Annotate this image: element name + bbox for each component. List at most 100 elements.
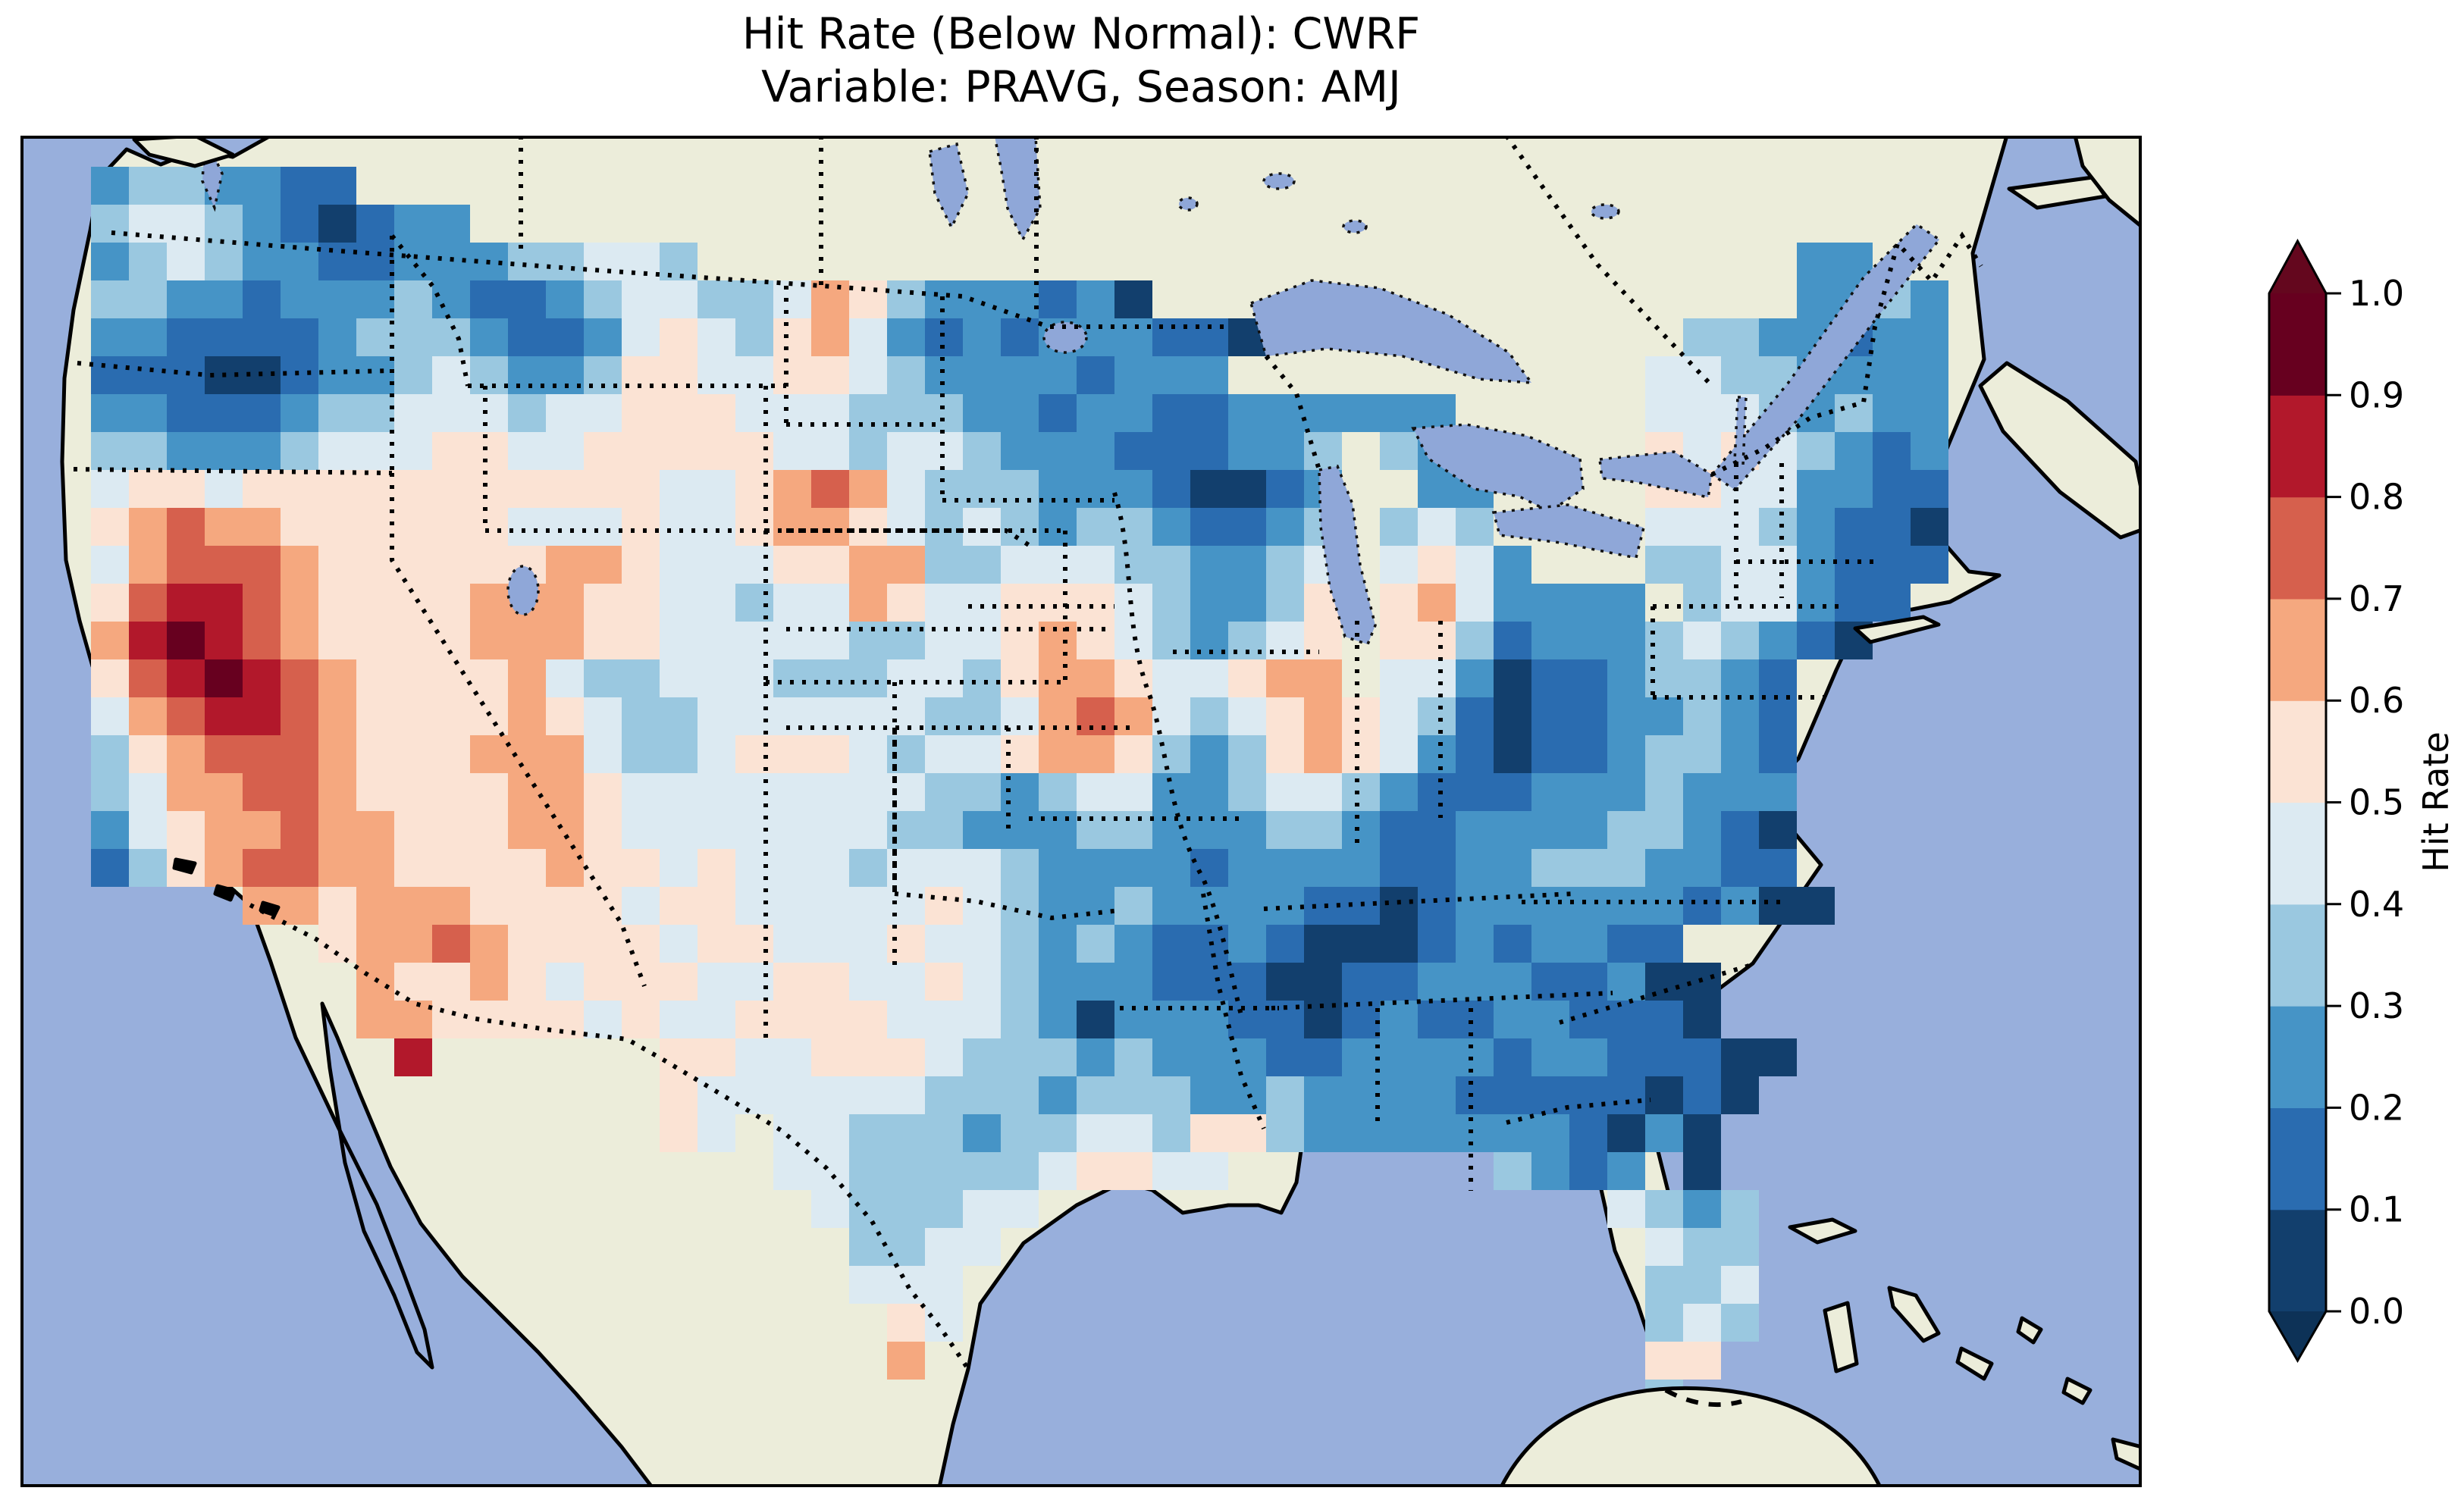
heatmap-cell	[356, 811, 394, 849]
heatmap-cell	[243, 773, 281, 811]
heatmap-cell	[1039, 1114, 1077, 1152]
heatmap-cell	[129, 659, 167, 697]
colorbar-segment	[2269, 395, 2326, 497]
heatmap-cell	[887, 394, 925, 432]
heatmap-cell	[1759, 697, 1797, 735]
heatmap-cell	[432, 811, 470, 849]
heatmap-cell	[318, 659, 356, 697]
heatmap-cell	[470, 622, 508, 659]
heatmap-cell	[963, 318, 1001, 356]
heatmap-cell	[735, 318, 773, 356]
heatmap-cell	[1569, 1152, 1607, 1190]
heatmap-cell	[318, 470, 356, 508]
heatmap-cell	[963, 394, 1001, 432]
heatmap-cell	[1759, 849, 1797, 887]
heatmap-cell	[773, 1114, 811, 1152]
heatmap-cell	[91, 356, 129, 394]
heatmap-cell	[1759, 318, 1797, 356]
heatmap-cell	[963, 356, 1001, 394]
heatmap-cell	[698, 697, 735, 735]
heatmap-cell	[167, 318, 205, 356]
heatmap-cell	[773, 697, 811, 735]
heatmap-cell	[849, 773, 887, 811]
heatmap-cell	[394, 697, 432, 735]
heatmap-cell	[1645, 508, 1683, 546]
heatmap-cell	[1569, 849, 1607, 887]
heatmap-cell	[1645, 811, 1683, 849]
heatmap-cell	[849, 659, 887, 697]
heatmap-cell	[318, 546, 356, 584]
heatmap-cell	[432, 622, 470, 659]
heatmap-cell	[91, 697, 129, 735]
heatmap-cell	[1721, 697, 1759, 735]
heatmap-cell	[432, 659, 470, 697]
heatmap-cell	[811, 432, 849, 470]
heatmap-cell	[167, 470, 205, 508]
heatmap-cell	[622, 394, 660, 432]
heatmap-cell	[91, 508, 129, 546]
heatmap-cell	[394, 546, 432, 584]
heatmap-cell	[243, 622, 281, 659]
heatmap-cell	[432, 205, 470, 243]
heatmap-cell	[1001, 318, 1039, 356]
heatmap-cell	[470, 508, 508, 546]
heatmap-cell	[849, 697, 887, 735]
heatmap-cell	[925, 508, 963, 546]
heatmap-cell	[1077, 887, 1114, 925]
heatmap-cell	[1342, 735, 1380, 773]
heatmap-cell	[698, 470, 735, 508]
heatmap-cell	[1114, 735, 1152, 773]
heatmap-cell	[925, 849, 963, 887]
heatmap-cell	[1418, 584, 1456, 622]
heatmap-cell	[887, 963, 925, 1001]
heatmap-cell	[91, 622, 129, 659]
heatmap-cell	[508, 356, 546, 394]
heatmap-cell	[735, 546, 773, 584]
heatmap-cell	[167, 735, 205, 773]
heatmap-cell	[1190, 1114, 1228, 1152]
heatmap-cell	[773, 1152, 811, 1190]
heatmap-cell	[1494, 546, 1531, 584]
heatmap-cell	[963, 1152, 1001, 1190]
heatmap-cell	[1911, 546, 1948, 584]
heatmap-cell	[1645, 546, 1683, 584]
heatmap-cell	[318, 167, 356, 205]
heatmap-cell	[432, 470, 470, 508]
heatmap-cell	[1039, 735, 1077, 773]
heatmap-cell	[546, 659, 584, 697]
heatmap-cell	[470, 849, 508, 887]
heatmap-cell	[470, 925, 508, 963]
heatmap-cell	[622, 508, 660, 546]
heatmap-cell	[584, 963, 622, 1001]
heatmap-cell	[925, 546, 963, 584]
heatmap-cell	[849, 735, 887, 773]
colorbar-segments	[2269, 241, 2326, 1361]
heatmap-cell	[1077, 432, 1114, 470]
heatmap-cell	[546, 773, 584, 811]
heatmap-cell	[1797, 470, 1835, 508]
heatmap-cell	[963, 1228, 1001, 1266]
heatmap-cell	[1077, 697, 1114, 735]
heatmap-cell	[470, 584, 508, 622]
heatmap-cell	[1152, 697, 1190, 735]
heatmap-cell	[735, 963, 773, 1001]
heatmap-cell	[1456, 1114, 1494, 1152]
heatmap-cell	[508, 925, 546, 963]
heatmap-cell	[1190, 963, 1228, 1001]
heatmap-cell	[129, 243, 167, 280]
heatmap-cell	[1911, 470, 1948, 508]
heatmap-cell	[470, 318, 508, 356]
heatmap-cell	[281, 659, 318, 697]
heatmap-cell	[167, 584, 205, 622]
heatmap-cell	[546, 925, 584, 963]
heatmap-cell	[205, 773, 243, 811]
colorbar-segment	[2269, 803, 2326, 905]
heatmap-cell	[1607, 697, 1645, 735]
heatmap-cell	[1077, 963, 1114, 1001]
heatmap-cell	[1797, 584, 1835, 622]
heatmap-cell	[1077, 1152, 1114, 1190]
heatmap-cell	[1266, 887, 1304, 925]
heatmap-cell	[470, 963, 508, 1001]
heatmap-cell	[318, 243, 356, 280]
heatmap-cell	[1304, 925, 1342, 963]
